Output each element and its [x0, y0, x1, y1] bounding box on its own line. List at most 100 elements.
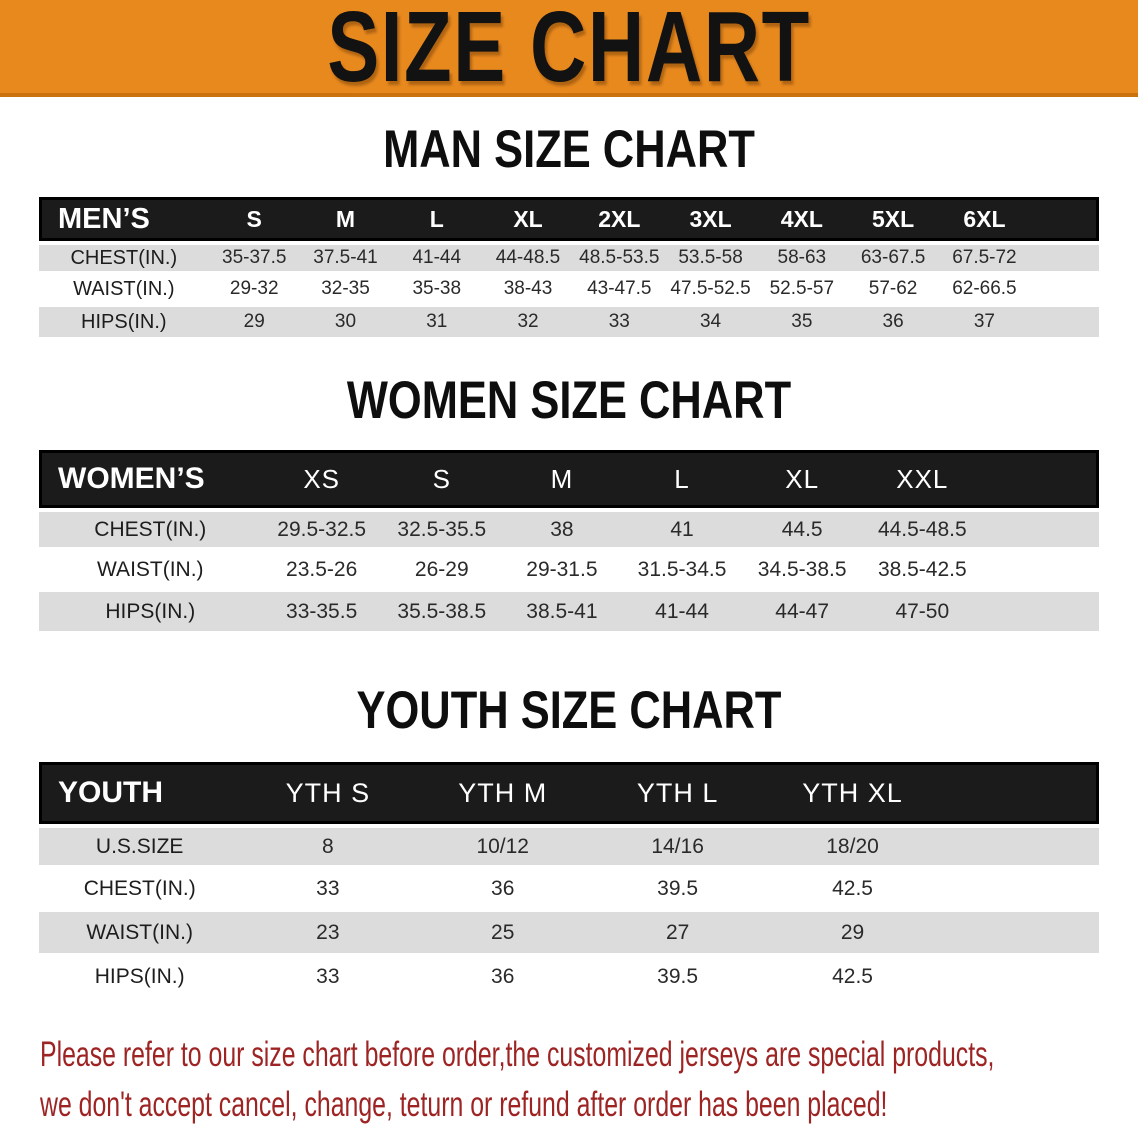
- measurement-value: 32-35: [299, 274, 392, 307]
- measurement-label: WAIST(IN.): [39, 550, 262, 592]
- row-spacer: [1030, 241, 1099, 274]
- measurement-row: CHEST(IN.) 29.5-32.5 32.5-35.5 38 41 44.5 44.5…: [39, 508, 1099, 550]
- size-column-header: L: [621, 450, 743, 508]
- measurement-label: CHEST(IN.): [39, 868, 241, 912]
- measurement-value: 48.5-53.5: [573, 241, 665, 274]
- row-spacer: [940, 868, 1099, 912]
- measurement-value: 41-44: [391, 241, 483, 274]
- size-column-header: L: [391, 197, 483, 241]
- measurement-value: 10/12: [415, 824, 591, 868]
- men-size-table: MEN’S S M L XL 2XL 3XL 4XL 5XL 6XL CHEST(IN.) 35-37…: [39, 197, 1099, 340]
- header-spacer: [940, 762, 1099, 824]
- table-group-label: YOUTH: [39, 762, 241, 824]
- table-group-label: MEN’S: [39, 197, 209, 241]
- measurement-value: 42.5: [765, 956, 940, 1000]
- youth-size-chart-section: YOUTH SIZE CHART YOUTH YTH S YTH M YTH L YTH…: [0, 681, 1138, 1000]
- measurement-value: 58-63: [756, 241, 848, 274]
- measurement-value: 63-67.5: [847, 241, 939, 274]
- size-column-header: XL: [482, 197, 574, 241]
- size-column-header: S: [208, 197, 300, 241]
- row-spacer: [940, 824, 1099, 868]
- measurement-row: HIPS(IN.) 33 36 39.5 42.5: [39, 956, 1099, 1000]
- measurement-value: 38.5-41: [501, 592, 622, 634]
- size-column-header: YTH L: [590, 762, 766, 824]
- measurement-value: 43-47.5: [573, 274, 665, 307]
- order-notice-line2: we don't accept cancel, change, teturn o…: [40, 1085, 888, 1124]
- size-column-header: YTH S: [240, 762, 416, 824]
- measurement-value: 32.5-35.5: [381, 508, 502, 550]
- measurement-row: HIPS(IN.) 33-35.5 35.5-38.5 38.5-41 41-44 44-…: [39, 592, 1099, 634]
- table-header-row: YOUTH YTH S YTH M YTH L YTH XL: [39, 762, 1099, 824]
- measurement-value: 39.5: [590, 956, 766, 1000]
- size-column-header: XL: [742, 450, 863, 508]
- banner-title: SIZE CHART: [327, 0, 811, 103]
- measurement-row: U.S.SIZE 8 10/12 14/16 18/20: [39, 824, 1099, 868]
- row-spacer: [1030, 274, 1099, 307]
- measurement-label: CHEST(IN.): [39, 241, 209, 274]
- measurement-value: 30: [299, 307, 392, 340]
- measurement-value: 29: [208, 307, 300, 340]
- measurement-value: 47.5-52.5: [664, 274, 757, 307]
- measurement-label: WAIST(IN.): [39, 274, 209, 307]
- measurement-value: 33: [573, 307, 665, 340]
- measurement-value: 31: [391, 307, 483, 340]
- measurement-value: 35-38: [391, 274, 483, 307]
- measurement-value: 53.5-58: [664, 241, 757, 274]
- man-size-chart-section: MAN SIZE CHART MEN’S S M L XL 2XL 3XL 4XL 5XL 6XL…: [0, 120, 1138, 340]
- measurement-value: 26-29: [381, 550, 502, 592]
- measurement-value: 36: [415, 956, 591, 1000]
- measurement-value: 33-35.5: [261, 592, 382, 634]
- measurement-value: 34: [664, 307, 757, 340]
- youth-size-chart-heading: YOUTH SIZE CHART: [356, 681, 782, 740]
- measurement-value: 35.5-38.5: [381, 592, 502, 634]
- measurement-value: 36: [847, 307, 939, 340]
- measurement-label: WAIST(IN.): [39, 912, 241, 956]
- measurement-value: 39.5: [590, 868, 766, 912]
- measurement-value: 31.5-34.5: [621, 550, 743, 592]
- measurement-value: 36: [415, 868, 591, 912]
- measurement-row: WAIST(IN.) 23.5-26 26-29 29-31.5 31.5-34.5 34…: [39, 550, 1099, 592]
- table-header-row: WOMEN’S XS S M L XL XXL: [39, 450, 1099, 508]
- size-column-header: 2XL: [573, 197, 665, 241]
- measurement-value: 38-43: [482, 274, 574, 307]
- measurement-row: CHEST(IN.) 35-37.5 37.5-41 41-44 44-48.5 48.5…: [39, 241, 1099, 274]
- row-spacer: [982, 550, 1099, 592]
- size-column-header: 5XL: [847, 197, 939, 241]
- measurement-value: 8: [240, 824, 416, 868]
- size-column-header: 6XL: [938, 197, 1031, 241]
- women-table-wrapper: WOMEN’S XS S M L XL XXL CHEST(IN.) 29.5-32.5 32.5…: [0, 450, 1138, 634]
- row-spacer: [940, 912, 1099, 956]
- measurement-value: 41: [621, 508, 743, 550]
- size-column-header: 3XL: [664, 197, 757, 241]
- measurement-value: 29: [765, 912, 940, 956]
- women-size-chart-heading: WOMEN SIZE CHART: [346, 371, 792, 430]
- measurement-row: CHEST(IN.) 33 36 39.5 42.5: [39, 868, 1099, 912]
- size-column-header: 4XL: [756, 197, 848, 241]
- table-group-label: WOMEN’S: [39, 450, 262, 508]
- women-size-table: WOMEN’S XS S M L XL XXL CHEST(IN.) 29.5-32.5 32.5…: [39, 450, 1099, 634]
- row-spacer: [1030, 307, 1099, 340]
- size-column-header: M: [501, 450, 622, 508]
- banner: SIZE CHART: [0, 0, 1138, 97]
- size-column-header: YTH XL: [765, 762, 940, 824]
- measurement-value: 18/20: [765, 824, 940, 868]
- measurement-value: 29.5-32.5: [261, 508, 382, 550]
- measurement-value: 25: [415, 912, 591, 956]
- measurement-value: 34.5-38.5: [742, 550, 863, 592]
- size-column-header: YTH M: [415, 762, 591, 824]
- measurement-value: 44.5-48.5: [862, 508, 983, 550]
- header-spacer: [1030, 197, 1099, 241]
- size-column-header: S: [381, 450, 502, 508]
- measurement-label: HIPS(IN.): [39, 592, 262, 634]
- measurement-value: 29-31.5: [501, 550, 622, 592]
- size-column-header: XXL: [862, 450, 983, 508]
- measurement-value: 42.5: [765, 868, 940, 912]
- measurement-value: 44-47: [742, 592, 863, 634]
- measurement-value: 38.5-42.5: [862, 550, 983, 592]
- measurement-label: HIPS(IN.): [39, 956, 241, 1000]
- women-size-chart-section: WOMEN SIZE CHART WOMEN’S XS S M L XL XXL CHEST(…: [0, 371, 1138, 634]
- man-size-chart-heading: MAN SIZE CHART: [383, 120, 755, 179]
- order-notice-line1: Please refer to our size chart before or…: [40, 1035, 995, 1074]
- measurement-value: 23.5-26: [261, 550, 382, 592]
